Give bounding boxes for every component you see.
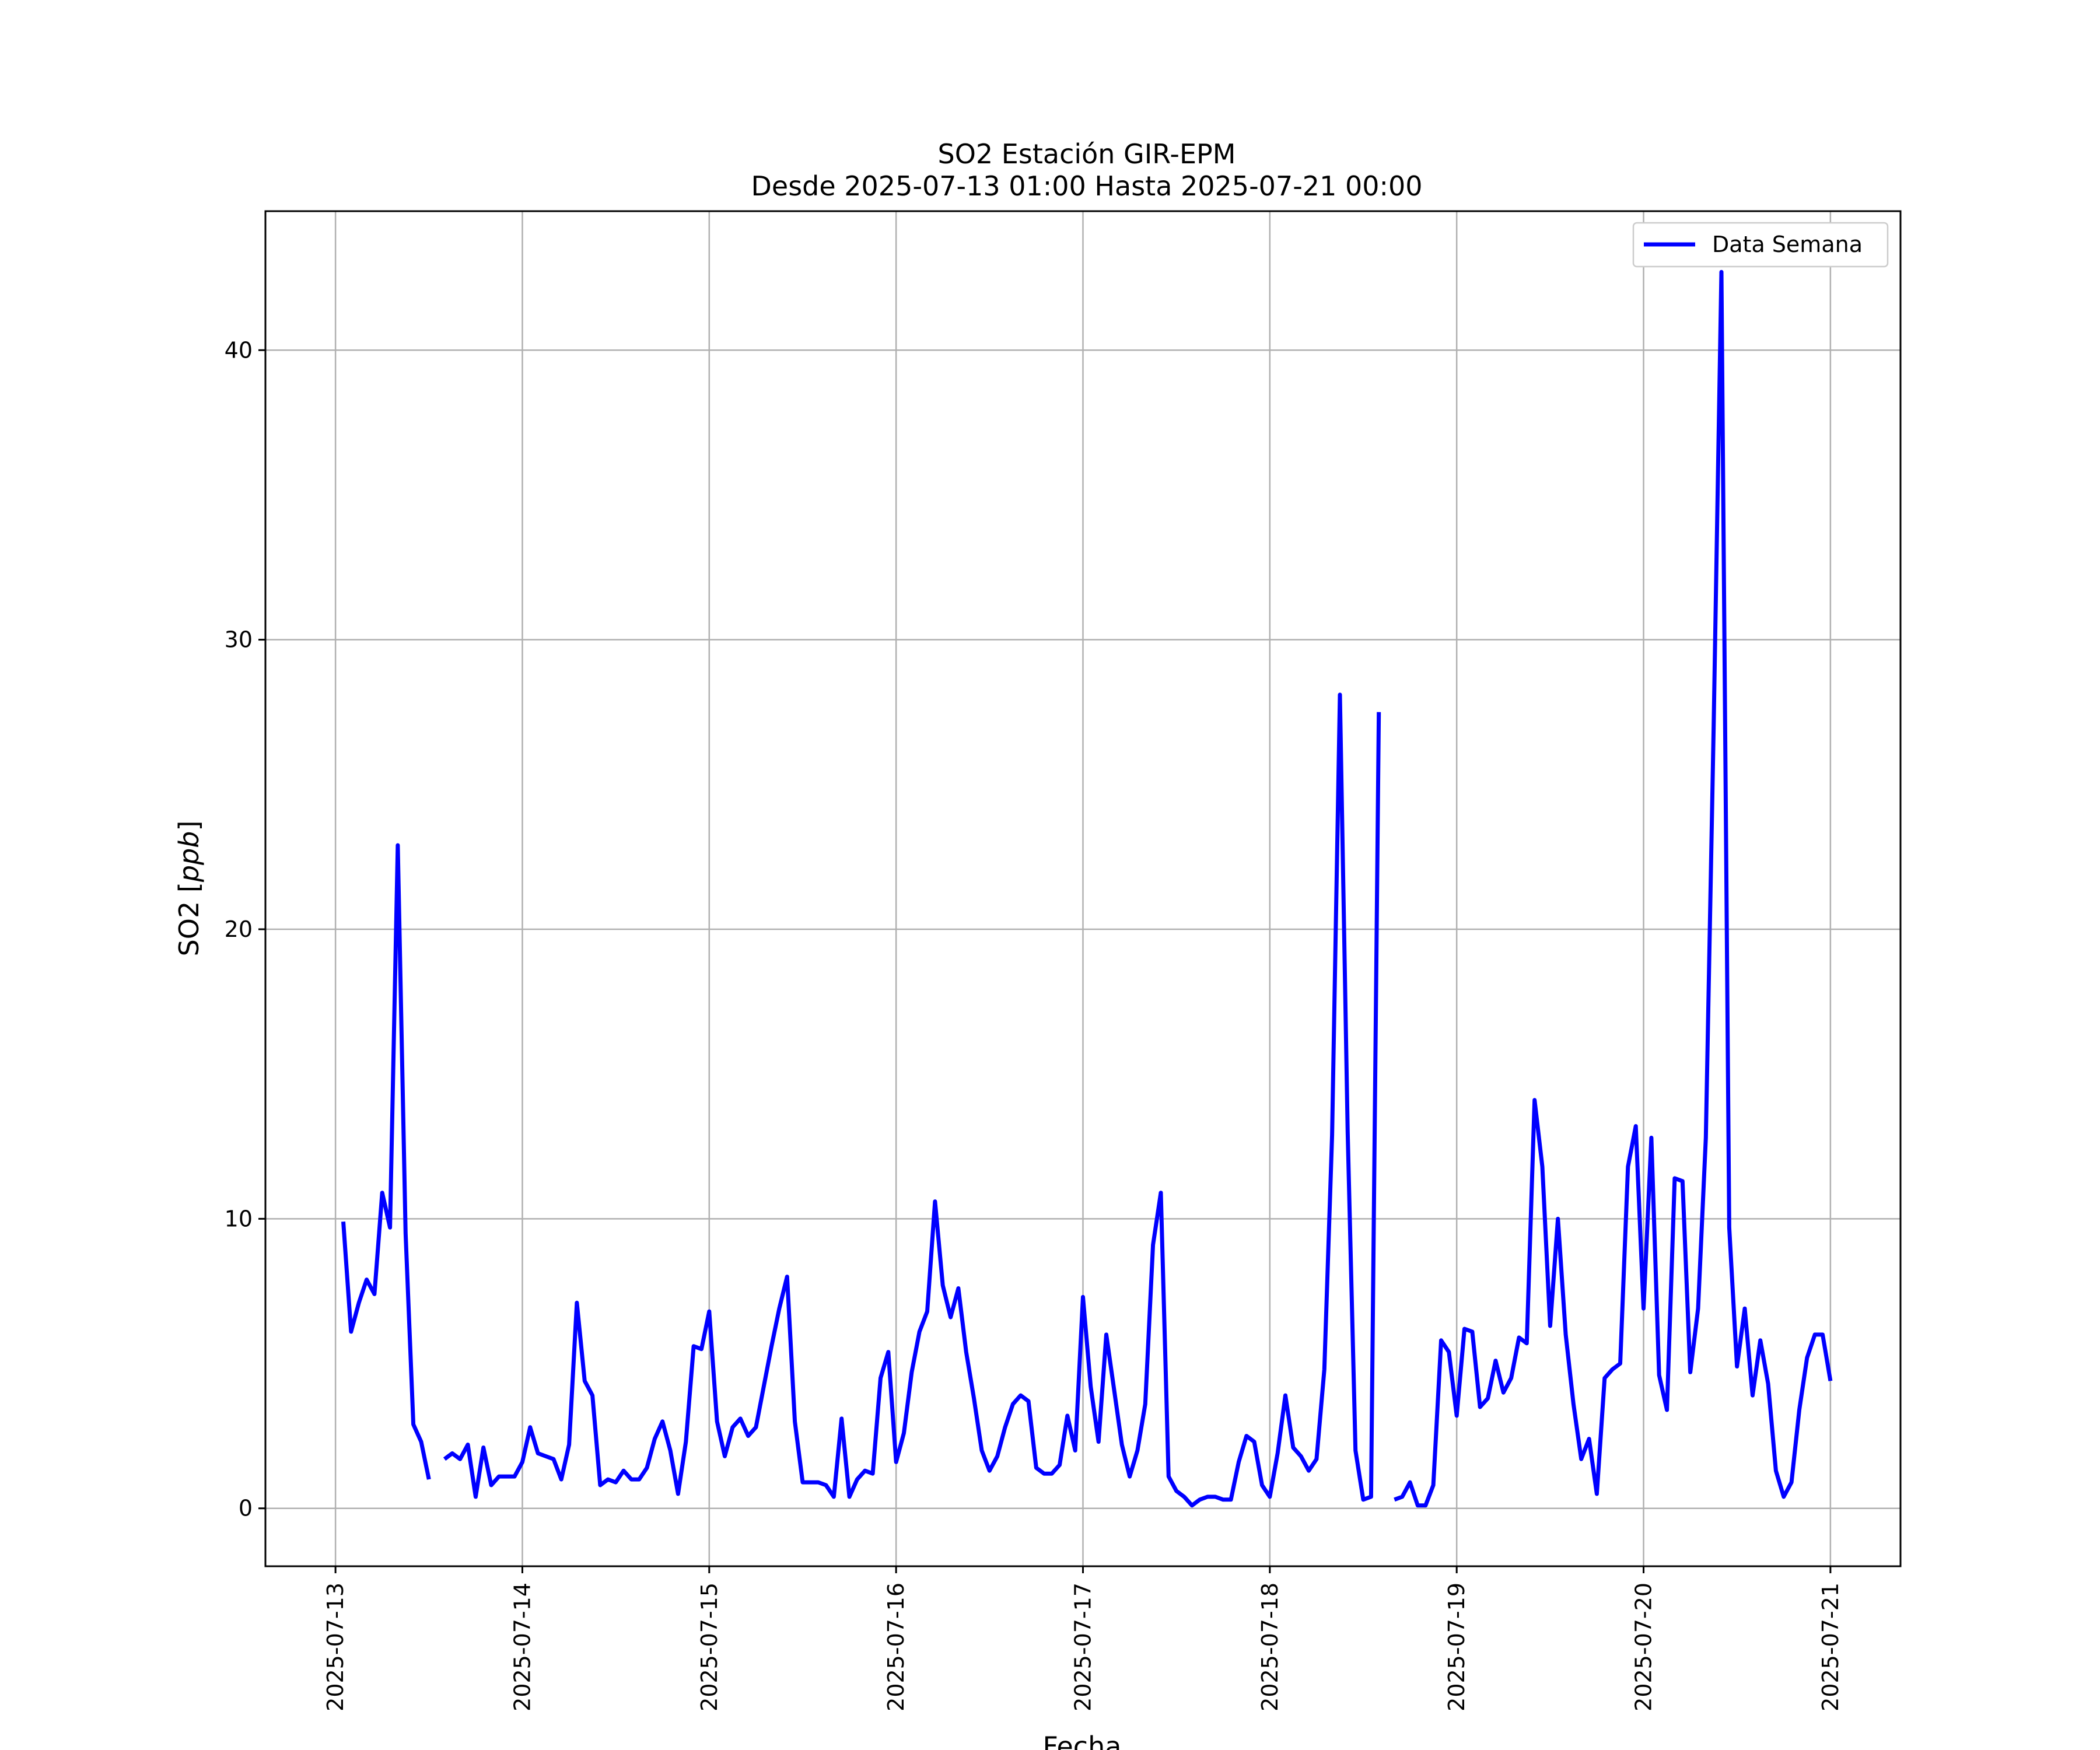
x-tick-label: 2025-07-17: [1070, 1583, 1096, 1712]
x-tick-label: 2025-07-13: [323, 1583, 348, 1712]
x-tick-label: 2025-07-16: [883, 1583, 909, 1712]
y-tick-label: 20: [225, 916, 253, 942]
legend-label: Data Semana: [1712, 232, 1863, 257]
legend: Data Semana: [1632, 222, 1889, 268]
y-tick-label: 40: [225, 337, 253, 363]
series-line-segment: [1394, 270, 1833, 1508]
y-tick-label: 10: [225, 1206, 253, 1231]
y-tick-label: 30: [225, 627, 253, 653]
x-tick-label: 2025-07-19: [1444, 1583, 1469, 1712]
y-axis-label-unit: ppb: [173, 831, 205, 883]
y-tick-labels: 0 10 20 30 40: [225, 337, 253, 1521]
x-tick-labels: 2025-07-13 2025-07-14 2025-07-15 2025-07-16…: [323, 1583, 1843, 1712]
x-tick-label: 2025-07-21: [1818, 1583, 1843, 1712]
x-tick-label: 2025-07-18: [1257, 1583, 1283, 1712]
plot-frame: [264, 210, 1902, 1567]
series-data-semana: [341, 270, 1833, 1508]
x-axis-label: Fecha: [1043, 1731, 1122, 1750]
chart-subtitle: Desde 2025-07-13 01:00 Hasta 2025-07-21 …: [751, 170, 1422, 202]
series-line-segment: [443, 692, 1381, 1508]
chart-title: SO2 Estación GIR-EPM: [938, 138, 1236, 170]
legend-box: [1632, 222, 1889, 268]
x-tick-label: 2025-07-15: [696, 1583, 722, 1712]
x-tick-label: 2025-07-20: [1631, 1583, 1657, 1712]
grid-lines: [265, 211, 1901, 1566]
y-axis-label-prefix: SO2 [: [173, 882, 205, 956]
axis-ticks: [258, 349, 1832, 1573]
y-axis-label: SO2 [ppb]: [173, 821, 205, 957]
y-tick-label: 0: [239, 1496, 253, 1521]
x-tick-label: 2025-07-14: [509, 1583, 535, 1712]
y-axis-label-suffix: ]: [173, 821, 205, 831]
series-line-segment: [341, 843, 431, 1480]
